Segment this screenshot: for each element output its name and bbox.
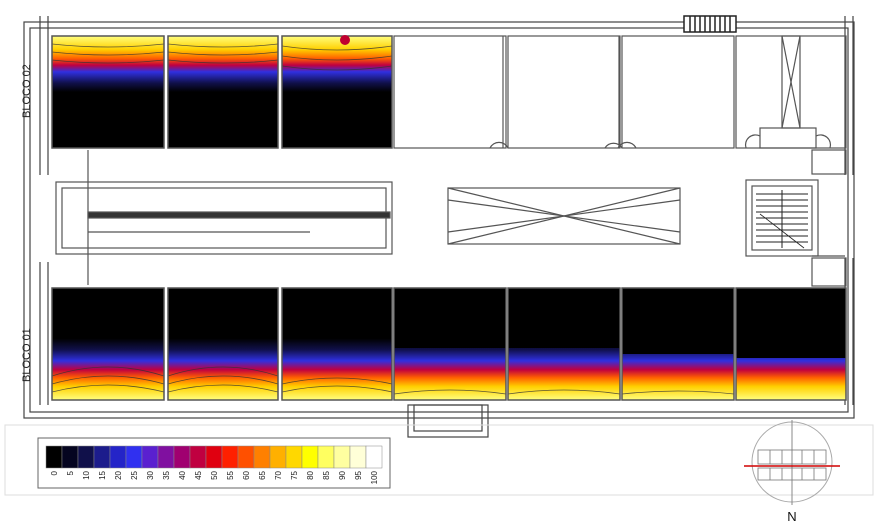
color-scale-legend: 0 5 10 15 20 25 30 35 40 45 50 55 60 65 70 75 80 85 90 95 10… [37,437,391,489]
legend-tick-label: 25 [130,470,139,479]
room-heatmap-b3 [282,288,392,400]
room-heatmap-t3 [282,36,392,148]
bloco-02-rooms [51,35,393,149]
corridor [55,150,847,287]
legend-swatch [333,445,351,469]
legend-tick-label: 10 [82,470,91,479]
legend-tick-label: 45 [194,470,203,479]
legend-tick-label: 60 [242,470,251,479]
legend-swatch [205,445,223,469]
legend-swatch [253,445,271,469]
legend-swatch [141,445,159,469]
legend-swatch [45,445,63,469]
legend-tick-label: 30 [146,470,155,479]
legend-swatch [365,445,383,469]
legend-swatch [157,445,175,469]
room-heatmap-b1 [52,288,164,400]
legend-tick-label: 95 [354,470,363,479]
legend-tick-label: 35 [162,470,171,479]
legend-tick-label: 50 [210,470,219,479]
legend-tick-label: 40 [178,470,187,479]
label-bloco-01: BLOCO 01 [21,328,33,382]
north-compass: N [744,420,840,524]
legend-tick-label: 15 [98,470,107,479]
room-heatmap-t1 [52,36,164,148]
legend-tick-label: 75 [290,470,299,479]
legend-swatch [61,445,79,469]
legend-swatch [317,445,335,469]
building-walls [4,16,874,496]
north-label: N [787,509,796,524]
legend-tick-label: 80 [306,470,315,479]
room-heatmap-t2 [168,36,278,148]
legend-swatch [349,445,367,469]
legend-tick-label: 5 [66,470,75,475]
legend-tick-label: 90 [338,470,347,479]
legend-tick-label: 85 [322,470,331,479]
legend-swatch [285,445,303,469]
legend-swatch [189,445,207,469]
top-empty-rooms [393,35,735,149]
legend-tick-label: 100 [370,470,379,484]
legend-tick-label: 65 [258,470,267,479]
legend-swatch [237,445,255,469]
legend-swatch [173,445,191,469]
service-shaft [735,35,847,175]
legend-swatch [93,445,111,469]
legend-swatch [221,445,239,469]
legend-swatch [269,445,287,469]
legend-swatch [125,445,143,469]
legend-swatch [77,445,95,469]
staircase [756,190,808,249]
legend-swatch [301,445,319,469]
vent-grille [683,15,737,33]
room-heatmap-b2 [168,288,278,400]
bloco-01-rooms [51,287,847,401]
legend-tick-label: 20 [114,470,123,479]
legend-tick-label: 55 [226,470,235,479]
label-bloco-02: BLOCO 02 [21,64,33,118]
legend-swatch [109,445,127,469]
legend-tick-label: 70 [274,470,283,479]
legend-tick-label: 0 [50,470,59,475]
